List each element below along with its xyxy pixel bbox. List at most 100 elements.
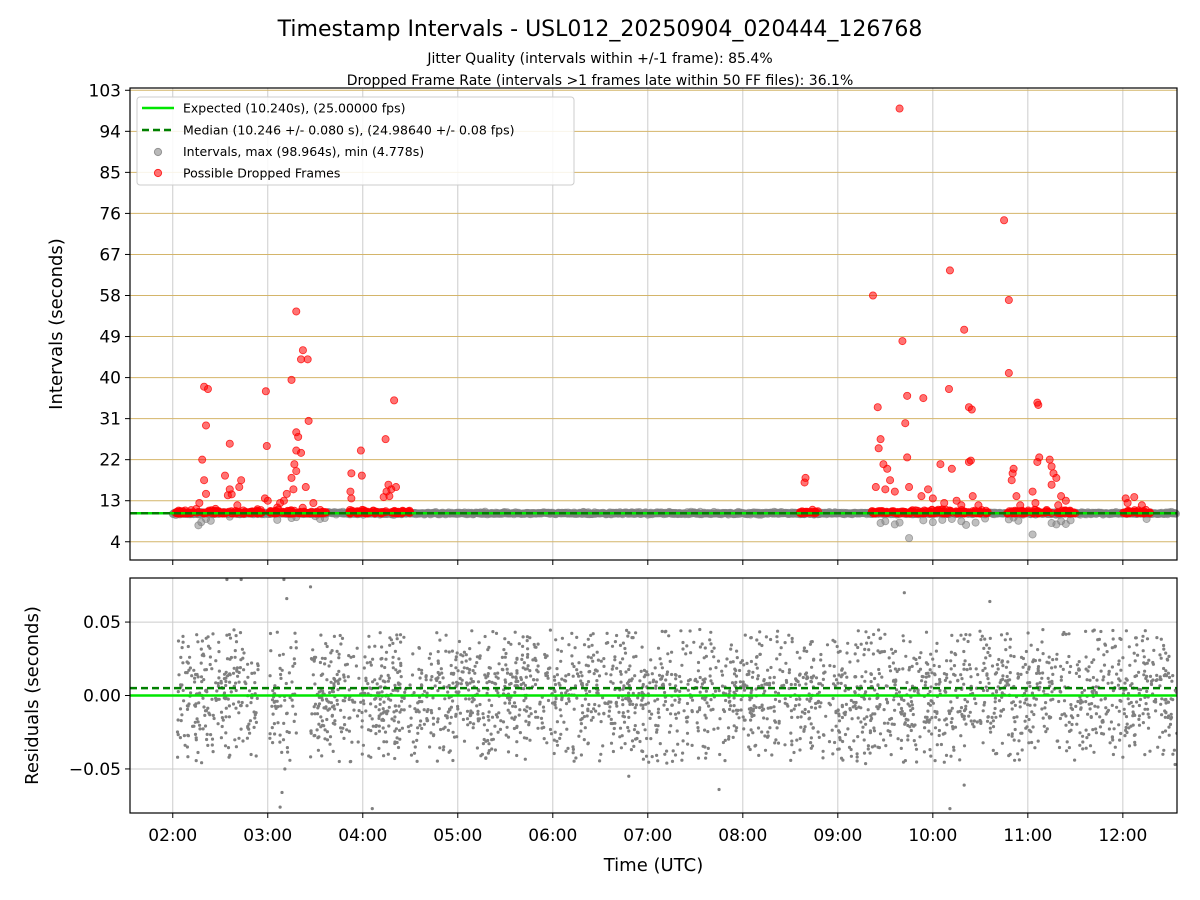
residual-point bbox=[686, 679, 691, 683]
residual-point bbox=[293, 631, 297, 635]
residual-point bbox=[782, 683, 786, 687]
residual-point bbox=[1094, 712, 1098, 716]
residual-point bbox=[190, 674, 194, 678]
residual-point bbox=[891, 661, 896, 665]
residual-point bbox=[1105, 650, 1109, 654]
residual-point bbox=[865, 641, 869, 645]
residual-point bbox=[455, 680, 459, 684]
dropped-frame-point bbox=[202, 421, 211, 430]
residual-point bbox=[667, 730, 672, 734]
residual-point bbox=[599, 720, 603, 724]
residual-point bbox=[670, 703, 674, 707]
residual-point bbox=[910, 703, 914, 707]
residual-point bbox=[1055, 739, 1059, 743]
residual-point bbox=[839, 681, 843, 686]
residual-point bbox=[198, 691, 202, 695]
residual-point bbox=[377, 729, 381, 733]
residual-point bbox=[869, 714, 873, 718]
residual-point bbox=[834, 678, 839, 682]
residual-point bbox=[493, 724, 497, 728]
residual-point bbox=[579, 753, 584, 757]
residual-point bbox=[366, 728, 371, 732]
residual-point bbox=[557, 681, 561, 686]
residual-point bbox=[373, 678, 377, 682]
residual-point bbox=[1041, 716, 1045, 720]
residual-point bbox=[1041, 671, 1045, 675]
residual-point bbox=[967, 714, 971, 718]
residual-point bbox=[233, 649, 237, 653]
residual-point bbox=[1044, 730, 1048, 734]
residual-point bbox=[1069, 703, 1073, 707]
residual-point bbox=[316, 748, 320, 752]
residual-point bbox=[943, 678, 948, 683]
residual-point bbox=[967, 663, 972, 667]
residual-point bbox=[665, 707, 669, 712]
residual-point bbox=[663, 690, 667, 695]
residual-point bbox=[431, 696, 435, 700]
residual-point bbox=[1143, 753, 1147, 757]
dropped-frame-point bbox=[202, 489, 211, 498]
residual-point bbox=[197, 701, 201, 705]
dropped-frame-point bbox=[290, 460, 299, 469]
residual-point bbox=[524, 675, 528, 679]
residual-point bbox=[1133, 743, 1137, 747]
residual-point bbox=[270, 698, 275, 702]
residual-point bbox=[663, 752, 667, 756]
residual-point bbox=[899, 706, 904, 711]
residual-point bbox=[205, 737, 209, 742]
residual-point bbox=[749, 691, 753, 695]
residual-point bbox=[526, 664, 530, 668]
residual-point bbox=[892, 698, 896, 702]
residual-point bbox=[1038, 681, 1042, 685]
residual-point bbox=[985, 688, 989, 693]
residual-point bbox=[1081, 734, 1085, 738]
residual-point bbox=[703, 745, 707, 749]
residual-point bbox=[331, 749, 335, 754]
residual-point bbox=[754, 662, 758, 666]
intervals-y-tick-label: 67 bbox=[99, 245, 121, 265]
residual-point bbox=[275, 630, 279, 634]
residual-point bbox=[808, 699, 812, 703]
residual-point bbox=[742, 663, 746, 667]
residual-point bbox=[544, 672, 548, 676]
residual-point bbox=[864, 630, 868, 634]
residual-point bbox=[1001, 674, 1005, 678]
residual-point bbox=[1088, 744, 1093, 748]
residual-point bbox=[883, 632, 887, 636]
residual-point bbox=[560, 677, 564, 681]
residual-point bbox=[439, 727, 443, 732]
residual-point bbox=[670, 759, 675, 764]
residual-point bbox=[645, 670, 649, 674]
residual-point bbox=[355, 646, 359, 650]
residual-point bbox=[468, 721, 472, 725]
residual-point bbox=[187, 668, 191, 672]
residual-point bbox=[596, 658, 601, 662]
residual-point bbox=[638, 739, 642, 744]
residual-point bbox=[1021, 665, 1025, 669]
residual-point bbox=[390, 717, 394, 721]
residual-point bbox=[278, 653, 282, 657]
residual-point bbox=[969, 675, 973, 679]
dropped-frame-point bbox=[225, 439, 234, 448]
residual-point bbox=[478, 656, 482, 660]
dropped-frame-point bbox=[221, 471, 230, 480]
residual-point bbox=[682, 709, 686, 713]
residual-point bbox=[1123, 734, 1127, 738]
residual-point bbox=[790, 743, 794, 747]
dropped-frame-point bbox=[898, 337, 907, 346]
residual-point bbox=[611, 664, 615, 668]
dropped-frame-point bbox=[1012, 492, 1021, 501]
residual-point bbox=[862, 653, 866, 657]
residual-point bbox=[361, 743, 365, 747]
residual-point bbox=[656, 646, 661, 650]
residual-point bbox=[594, 668, 598, 672]
residual-point bbox=[599, 659, 603, 663]
residual-point bbox=[853, 691, 857, 695]
residual-point bbox=[993, 700, 997, 704]
residual-point bbox=[554, 697, 558, 701]
residual-point bbox=[481, 742, 485, 746]
residual-point bbox=[1096, 638, 1100, 642]
residual-point bbox=[641, 749, 645, 754]
residual-point bbox=[1126, 697, 1130, 701]
residual-point bbox=[653, 699, 657, 703]
